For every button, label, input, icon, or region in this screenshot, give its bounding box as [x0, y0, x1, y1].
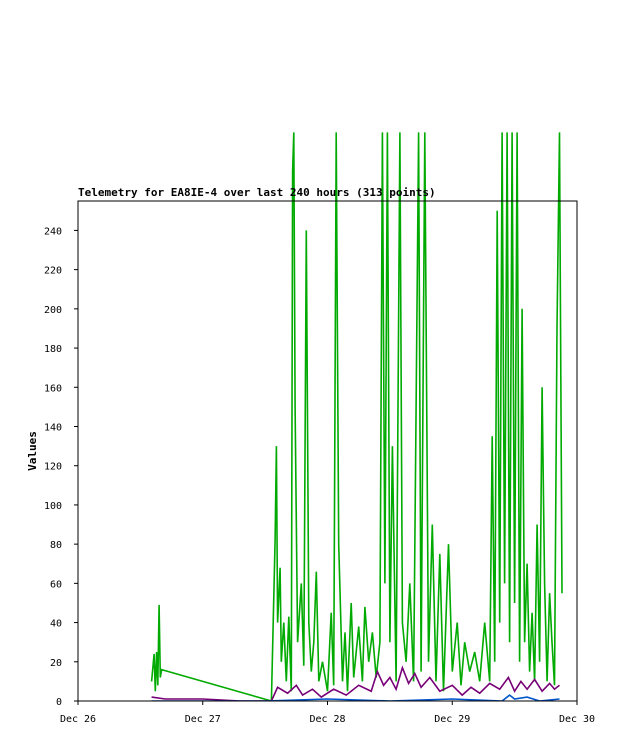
- x-tick-label: Dec 26: [60, 714, 96, 725]
- y-tick-label: 180: [44, 344, 62, 355]
- series-line-1: [150, 132, 563, 701]
- y-tick-label: 20: [50, 658, 62, 669]
- y-tick-label: 160: [44, 383, 62, 394]
- y-tick-label: 220: [44, 266, 62, 277]
- series-line-2: [151, 665, 560, 701]
- y-tick-label: 0: [56, 697, 62, 708]
- series-group: [150, 132, 563, 701]
- chart-title: Telemetry for EA8IE-4 over last 240 hour…: [78, 186, 436, 199]
- x-tick-label: Dec 29: [434, 714, 470, 725]
- y-tick-label: 200: [44, 305, 62, 316]
- y-tick-label: 60: [50, 579, 62, 590]
- x-tick-label: Dec 30: [559, 714, 595, 725]
- y-tick-label: 40: [50, 619, 62, 630]
- y-axis-ticks: 0 20 40 60 80 100 120 140 160 180 200 220 240: [44, 226, 78, 708]
- y-tick-label: 80: [50, 540, 62, 551]
- y-tick-label: 120: [44, 462, 62, 473]
- series-line-3: [151, 694, 560, 701]
- y-tick-label: 100: [44, 501, 62, 512]
- x-tick-label: Dec 27: [185, 714, 221, 725]
- x-axis-ticks: Dec 26 Dec 27 Dec 28 Dec 29 Dec 30: [60, 701, 595, 725]
- y-axis-label: Values: [26, 431, 39, 471]
- y-tick-label: 140: [44, 422, 62, 433]
- x-tick-label: Dec 28: [309, 714, 345, 725]
- y-tick-label: 240: [44, 226, 62, 237]
